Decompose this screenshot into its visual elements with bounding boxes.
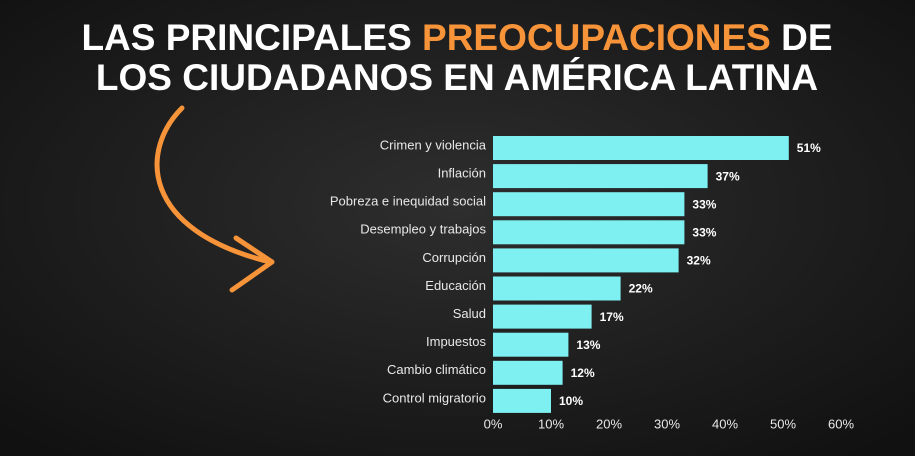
bar [493, 248, 679, 273]
y-tick-label: Corrupción [422, 250, 486, 265]
title-part: DE [781, 17, 832, 58]
bar [493, 332, 569, 357]
y-tick-label: Impuestos [426, 334, 486, 349]
title-highlight: PREOCUPACIONES [422, 17, 771, 58]
bar [493, 360, 563, 385]
x-tick-label: 0% [484, 416, 503, 431]
y-tick-label: Desempleo y trabajos [360, 222, 486, 237]
x-tick-label: 20% [596, 416, 622, 431]
y-tick-label: Crimen y violencia [380, 137, 487, 152]
bar [493, 220, 685, 245]
chart-title-line: LAS PRINCIPALES PREOCUPACIONES DE [81, 17, 832, 58]
x-tick-label: 10% [538, 416, 564, 431]
x-tick-label: 40% [712, 416, 738, 431]
value-label: 33% [692, 225, 716, 239]
chart-title-line: LOS CIUDADANOS EN AMÉRICA LATINA [96, 57, 818, 98]
x-tick-label: 50% [770, 416, 796, 431]
value-label: 32% [687, 254, 711, 268]
arrow [154, 105, 273, 265]
value-label: 12% [571, 366, 595, 380]
arrow-head [229, 235, 275, 293]
bar [493, 164, 708, 189]
y-tick-label: Inflación [438, 166, 486, 181]
title-part: LAS PRINCIPALES [81, 17, 411, 58]
value-label: 17% [600, 310, 624, 324]
y-tick-label: Salud [453, 306, 486, 321]
bar [493, 304, 592, 329]
y-tick-label: Pobreza e inequidad social [330, 194, 486, 209]
value-label: 10% [559, 394, 583, 408]
value-label: 37% [716, 169, 740, 183]
y-tick-label: Cambio climático [387, 362, 486, 377]
bar [493, 136, 789, 160]
value-label: 33% [692, 197, 716, 211]
y-tick-label: Educación [425, 278, 486, 293]
bar [493, 276, 621, 301]
value-label: 51% [797, 141, 821, 155]
y-tick-label: Control migratorio [383, 390, 486, 405]
x-tick-label: 30% [654, 416, 680, 431]
title-part: LOS CIUDADANOS EN AMÉRICA LATINA [96, 57, 818, 98]
x-tick-label: 60% [828, 416, 854, 431]
value-label: 13% [576, 338, 600, 352]
bar [493, 388, 551, 413]
bar [493, 192, 685, 217]
value-label: 22% [629, 282, 653, 296]
